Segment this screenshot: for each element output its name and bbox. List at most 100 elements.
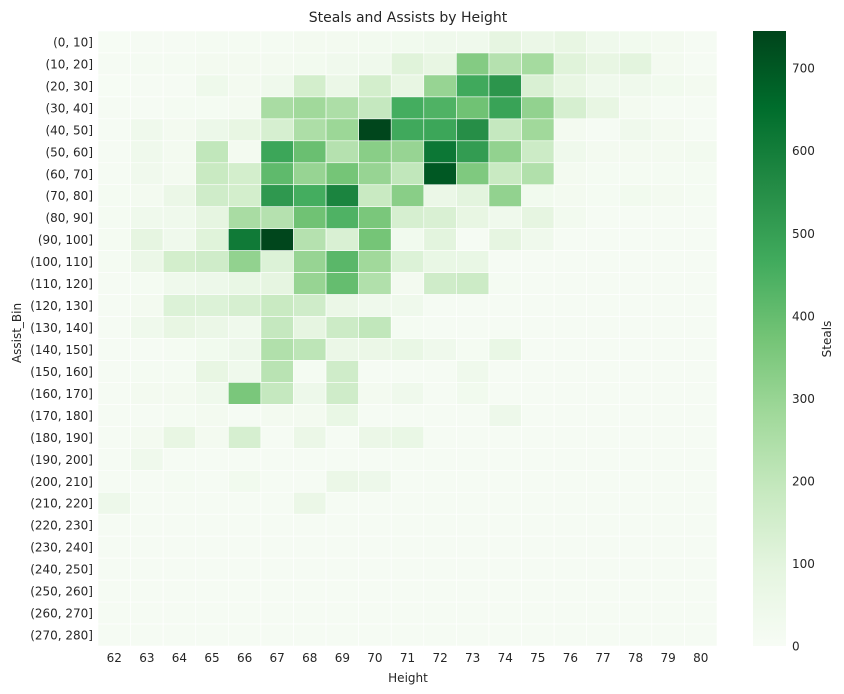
heatmap-cell	[651, 623, 685, 647]
heatmap-cell	[390, 469, 425, 493]
colorbar-label: Steals	[820, 321, 834, 358]
heatmap-cell	[521, 74, 555, 98]
heatmap-cell	[97, 623, 131, 647]
heatmap-cell	[325, 535, 359, 559]
heatmap-cell	[97, 294, 131, 317]
x-tick-label: 63	[139, 651, 154, 665]
heatmap-cell	[358, 272, 392, 295]
heatmap-cell	[684, 491, 718, 515]
heatmap-cell	[293, 118, 327, 142]
heatmap-cell	[293, 579, 327, 603]
heatmap-cell	[228, 382, 262, 405]
heatmap-cell	[618, 338, 653, 361]
heatmap-cell	[618, 96, 653, 120]
heatmap-cell	[260, 579, 294, 603]
heatmap-cell	[553, 601, 587, 625]
heatmap-cell	[651, 316, 685, 339]
colorbar-tick-label: 300	[792, 392, 815, 406]
heatmap-cell	[390, 338, 425, 361]
heatmap-cell	[521, 623, 555, 647]
heatmap-cell	[228, 184, 262, 208]
y-tick-label: (90, 100]	[38, 233, 93, 247]
heatmap-cell	[488, 250, 522, 273]
heatmap-cell	[456, 557, 490, 581]
heatmap-cell	[97, 360, 131, 383]
heatmap-cell	[521, 382, 555, 405]
heatmap-cell	[618, 601, 653, 625]
heatmap-cell	[618, 140, 653, 164]
heatmap-cell	[521, 228, 555, 251]
heatmap-cell	[97, 96, 131, 120]
heatmap-cell	[162, 601, 197, 625]
heatmap-cell	[358, 162, 392, 186]
heatmap-cell	[553, 206, 587, 229]
heatmap-cell	[130, 601, 164, 625]
heatmap-cell	[586, 52, 620, 76]
heatmap-cell	[684, 601, 718, 625]
heatmap-cell	[684, 426, 718, 449]
heatmap-cell	[521, 404, 555, 427]
heatmap-cell	[130, 118, 164, 142]
heatmap-cell	[488, 272, 522, 295]
y-tick-label: (150, 160]	[30, 365, 93, 379]
heatmap-cell	[488, 557, 522, 581]
heatmap-cell	[456, 184, 490, 208]
heatmap-cell	[586, 162, 620, 186]
heatmap-cell	[293, 469, 327, 493]
heatmap-cell	[260, 294, 294, 317]
heatmap-cell	[488, 623, 522, 647]
heatmap-cell	[651, 272, 685, 295]
heatmap-cell	[325, 316, 359, 339]
heatmap-cell	[162, 448, 197, 471]
heatmap-cell	[586, 426, 620, 449]
heatmap-cell	[293, 360, 327, 383]
y-tick-label: (210, 220]	[30, 497, 93, 511]
heatmap-cell	[488, 52, 522, 76]
heatmap-cell	[488, 448, 522, 471]
heatmap-cell	[651, 74, 685, 98]
heatmap-cell	[260, 30, 294, 54]
heatmap-cell	[651, 250, 685, 273]
heatmap-cell	[130, 426, 164, 449]
heatmap-cell	[390, 316, 425, 339]
heatmap-cell	[358, 491, 392, 515]
y-axis-label: Assist_Bin	[10, 303, 24, 363]
heatmap-cell	[651, 96, 685, 120]
heatmap-cell	[423, 52, 457, 76]
heatmap-cell	[358, 316, 392, 339]
heatmap-cell	[618, 623, 653, 647]
heatmap-cell	[228, 360, 262, 383]
heatmap-cell	[618, 74, 653, 98]
heatmap-cell	[390, 360, 425, 383]
heatmap-cell	[325, 579, 359, 603]
heatmap-cell	[162, 228, 197, 251]
heatmap-cell	[684, 162, 718, 186]
heatmap-cell	[423, 74, 457, 98]
heatmap-cell	[521, 360, 555, 383]
heatmap-cell	[195, 535, 229, 559]
y-tick-label: (270, 280]	[30, 629, 93, 643]
heatmap-cell	[553, 52, 587, 76]
heatmap-cell	[293, 338, 327, 361]
y-tick-label: (30, 40]	[45, 101, 93, 115]
heatmap-cell	[97, 535, 131, 559]
heatmap-cell	[390, 140, 425, 164]
heatmap-cell	[651, 491, 685, 515]
heatmap-cell	[456, 206, 490, 229]
heatmap-cell	[228, 316, 262, 339]
heatmap-cell	[162, 162, 197, 186]
heatmap-cell	[586, 513, 620, 537]
heatmap-cell	[195, 601, 229, 625]
heatmap-cell	[97, 118, 131, 142]
heatmap-cell	[618, 469, 653, 493]
heatmap-cell	[456, 448, 490, 471]
heatmap-cell	[162, 206, 197, 229]
heatmap-cell	[390, 294, 425, 317]
heatmap-cell	[293, 162, 327, 186]
heatmap-cell	[358, 448, 392, 471]
heatmap-cell	[521, 448, 555, 471]
heatmap-cell	[130, 162, 164, 186]
heatmap-cell	[97, 448, 131, 471]
heatmap-cell	[162, 360, 197, 383]
heatmap-cell	[618, 426, 653, 449]
